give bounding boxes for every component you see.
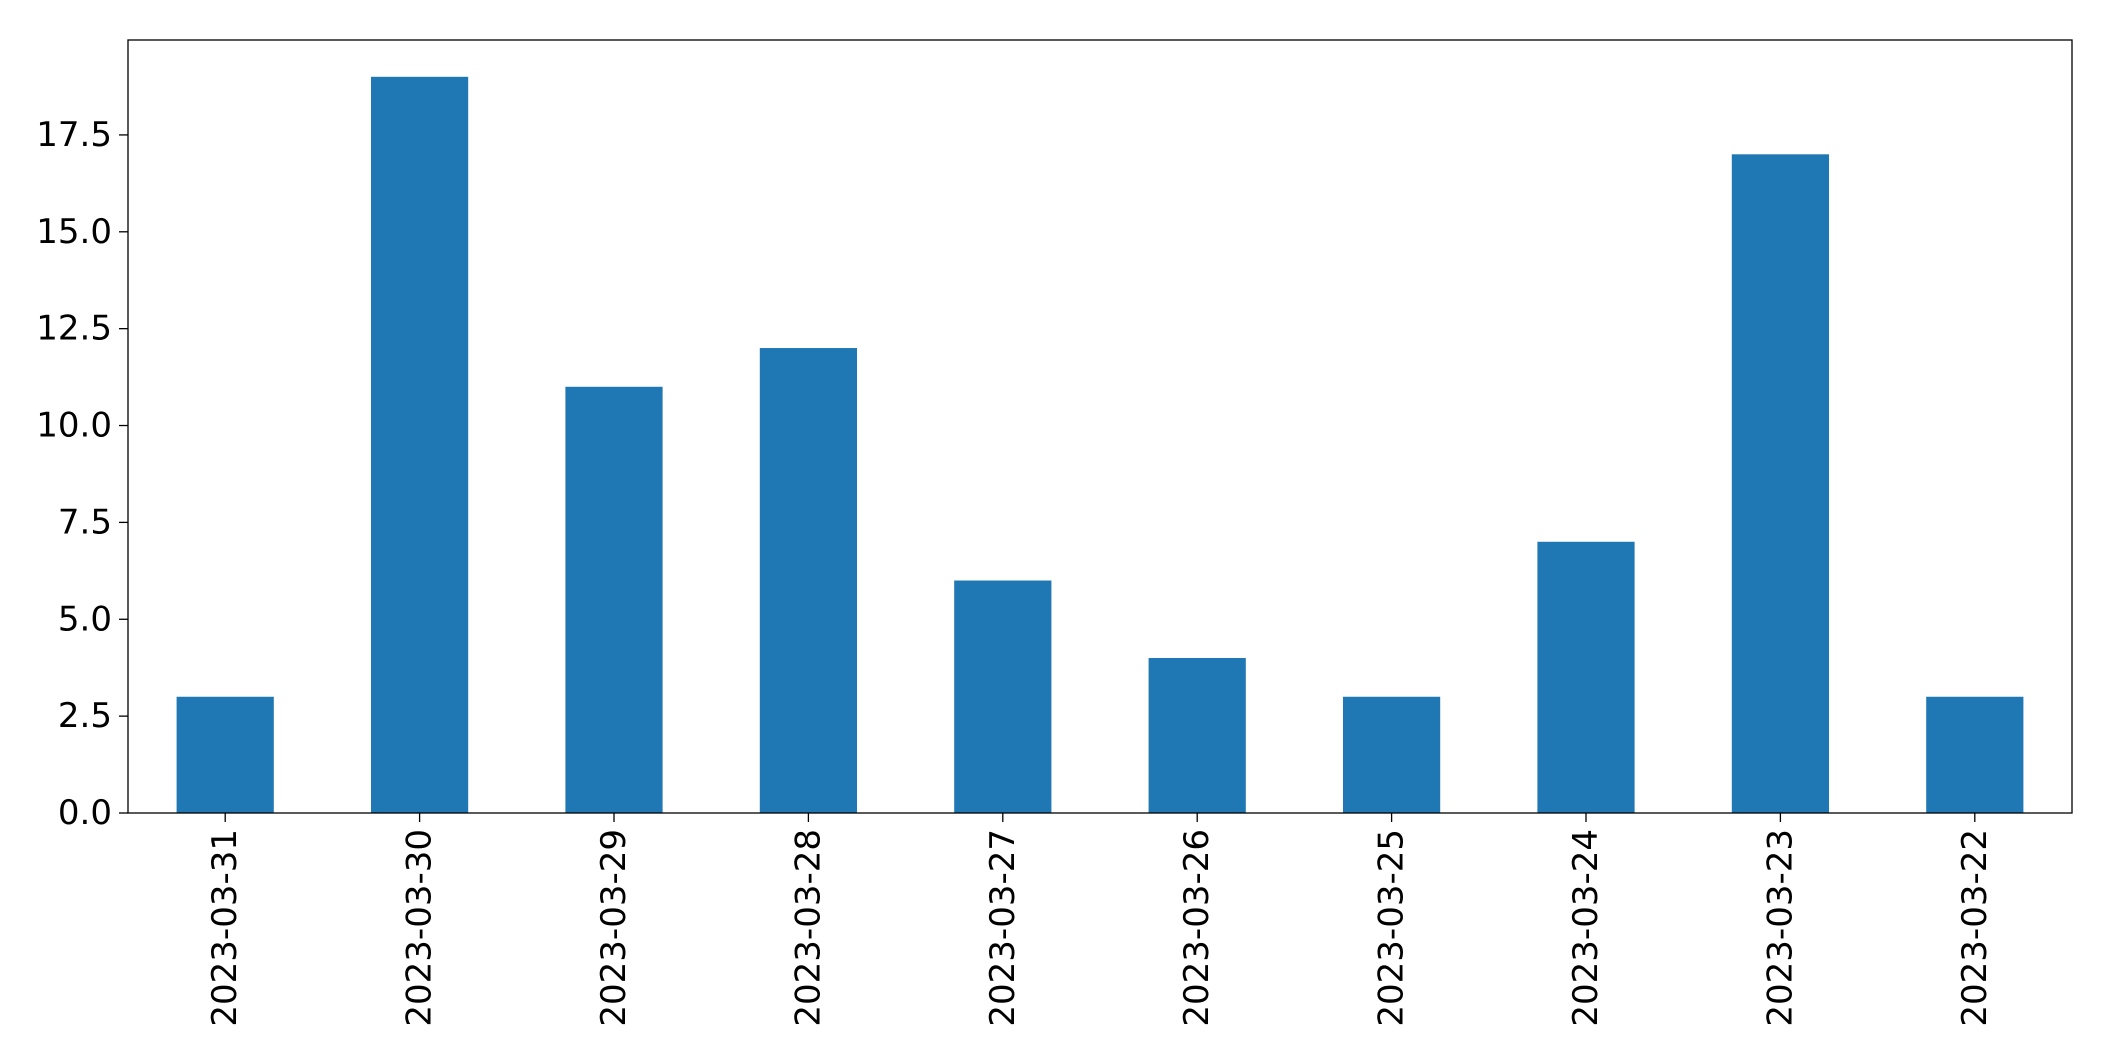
x-tick-label: 2023-03-25 [1372, 829, 1412, 1027]
x-tick-label: 2023-03-22 [1955, 829, 1995, 1027]
y-tick-label: 7.5 [58, 502, 112, 542]
plot-frame [127, 39, 2073, 814]
bar-2023-03-25 [1343, 696, 1441, 813]
bar-2023-03-23 [1731, 154, 1829, 814]
y-tick-label: 17.5 [36, 115, 112, 155]
y-tick-label: 12.5 [36, 309, 112, 349]
bars-layer [176, 76, 2024, 814]
bar-2023-03-27 [954, 580, 1052, 813]
x-tick-label: 2023-03-26 [1177, 829, 1217, 1027]
bar-2023-03-24 [1537, 541, 1635, 813]
x-tick-label: 2023-03-29 [594, 829, 634, 1027]
bar-2023-03-28 [759, 348, 857, 813]
x-axis: 2023-03-31 2023-03-30 2023-03-29 2023-03-28… [205, 813, 1995, 1027]
y-tick-label: 10.0 [36, 406, 112, 446]
y-tick-label: 5.0 [58, 599, 112, 639]
y-tick-label: 2.5 [58, 696, 112, 736]
bar-2023-03-31 [176, 696, 274, 813]
x-tick-label: 2023-03-31 [205, 829, 245, 1027]
x-tick-label: 2023-03-30 [400, 829, 440, 1027]
x-tick-label: 2023-03-24 [1566, 829, 1606, 1027]
bar-2023-03-26 [1148, 658, 1246, 813]
bar-2023-03-30 [371, 76, 469, 814]
x-tick-label: 2023-03-27 [983, 829, 1023, 1027]
bar-2023-03-29 [565, 386, 663, 813]
y-axis: 0.0 2.5 5.0 7.5 10.0 12.5 15.0 17.5 [36, 115, 128, 833]
bar-2023-03-22 [1926, 696, 2024, 813]
y-tick-label: 0.0 [58, 793, 112, 833]
x-tick-label: 2023-03-23 [1760, 829, 1800, 1027]
y-tick-label: 15.0 [36, 212, 112, 252]
x-tick-label: 2023-03-28 [788, 829, 828, 1027]
